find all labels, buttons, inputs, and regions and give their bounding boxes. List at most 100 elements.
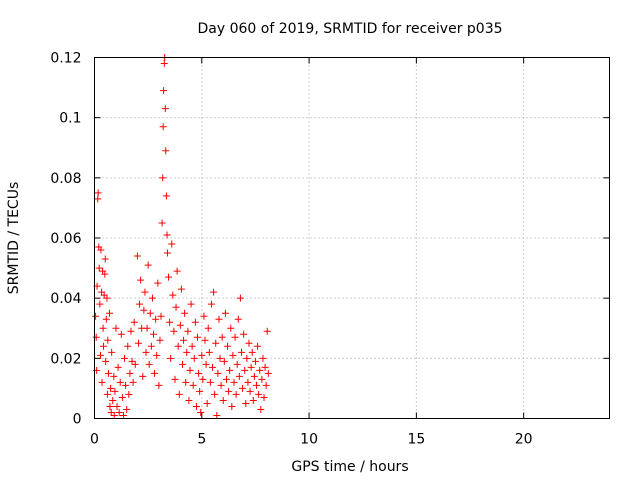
data-point [181,309,189,317]
data-point [133,252,141,260]
data-point [151,369,159,377]
data-point [222,375,230,383]
data-point [134,339,142,347]
data-point [213,411,221,419]
data-point [154,279,162,287]
data-points [92,54,272,419]
data-point [102,357,110,365]
data-point [98,378,106,386]
y-tick-label: 0.08 [50,171,81,187]
data-point [173,267,181,275]
data-point [194,333,201,341]
data-point [163,231,171,239]
data-point [236,294,244,302]
data-point [143,324,151,332]
data-point [153,351,161,359]
data-point [99,324,107,332]
data-point [166,318,174,326]
data-point [248,348,256,356]
y-tick-label: 0 [73,412,82,428]
data-point [195,369,203,377]
data-point [102,315,110,323]
data-point [111,387,119,395]
data-point [177,285,185,293]
data-point [155,381,163,389]
x-tick-label: 15 [407,432,425,448]
data-point [101,270,109,278]
data-point [113,402,121,410]
data-point [237,348,245,356]
data-point [241,366,249,374]
data-point [118,393,126,401]
data-point [121,354,129,362]
data-point [126,369,134,377]
data-point [246,387,254,395]
data-point [123,405,131,413]
data-point [183,348,191,356]
data-point [255,390,263,398]
data-point [150,330,158,338]
data-point [142,348,150,356]
data-point [184,327,192,335]
data-point [146,309,154,317]
y-tick-label: 0.06 [50,231,81,247]
data-point [171,375,179,383]
data-point [216,354,224,362]
data-point [108,348,116,356]
data-point [139,372,147,380]
data-point [162,192,170,200]
data-point [206,378,214,386]
data-point [220,357,228,365]
data-point [243,354,251,362]
data-point [167,354,175,362]
data-point [261,363,269,371]
data-point [144,261,152,269]
data-point [109,396,117,404]
data-point [175,390,183,398]
data-point [188,342,196,350]
data-point [159,123,167,131]
x-tick-label: 10 [300,432,318,448]
data-point [159,174,167,182]
data-point [128,357,136,365]
data-point [124,342,132,350]
data-point [158,219,166,227]
data-point [231,333,239,341]
grid-lines [94,57,610,419]
data-point [165,273,173,281]
data-point [260,393,268,401]
data-point [110,411,118,419]
data-point [251,357,259,365]
data-point [141,288,149,296]
data-point [103,390,111,398]
data-point [96,300,104,308]
data-point [225,387,233,395]
data-point [106,309,114,317]
data-point [207,300,215,308]
data-point [262,381,270,389]
data-point [257,405,265,413]
data-point [228,402,236,410]
data-point [239,384,247,392]
data-point [259,354,267,362]
data-point [204,324,212,332]
data-point [174,342,182,350]
x-tick-label: 0 [90,432,99,448]
data-point [114,363,122,371]
data-point [214,369,222,377]
data-point [235,372,243,380]
data-point [157,312,165,320]
data-point [185,396,193,404]
chart-title: Day 060 of 2019, SRMTID for receiver p03… [197,21,502,37]
data-point [229,351,237,359]
data-point [203,399,211,407]
data-point [129,378,137,386]
data-point [178,360,186,368]
data-point [107,384,115,392]
data-point [218,333,226,341]
data-point [264,369,272,377]
data-point [140,306,148,314]
data-point [147,342,155,350]
data-point [119,411,127,419]
